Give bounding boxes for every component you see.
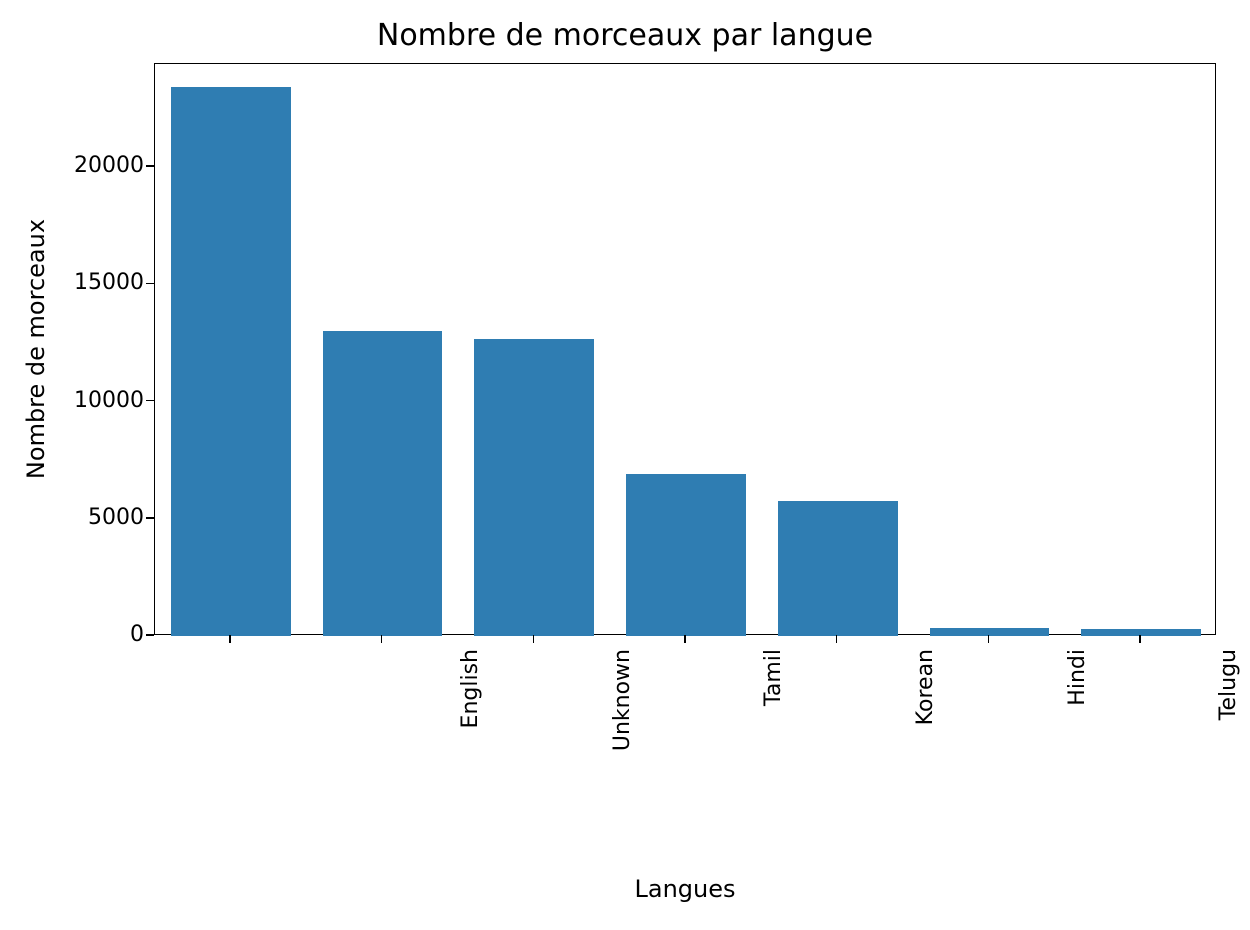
xtick-label: Unknown <box>610 649 635 869</box>
xtick-label: Korean <box>913 649 938 869</box>
x-axis-label: Langues <box>154 875 1216 903</box>
xtick-mark <box>836 635 838 643</box>
ytick-label: 5000 <box>54 505 144 530</box>
ytick-label: 15000 <box>54 270 144 295</box>
xtick-label: Hindi <box>1065 649 1090 869</box>
bars-layer <box>155 64 1217 636</box>
y-axis-label: Nombre de morceaux <box>22 199 50 499</box>
ytick-label: 20000 <box>54 153 144 178</box>
bar <box>778 501 898 636</box>
ytick-mark <box>146 165 154 167</box>
bar <box>171 87 291 636</box>
xtick-mark <box>1139 635 1141 643</box>
bar <box>1081 629 1201 636</box>
chart-container: Nombre de morceaux par langue Nombre de … <box>0 0 1250 930</box>
xtick-label: Telugu <box>1216 649 1241 869</box>
ytick-mark <box>146 283 154 285</box>
xtick-label: Tamil <box>761 649 786 869</box>
xtick-mark <box>229 635 231 643</box>
plot-area <box>154 63 1216 635</box>
ytick-mark <box>146 400 154 402</box>
ytick-label: 0 <box>54 622 144 647</box>
xtick-mark <box>381 635 383 643</box>
ytick-mark <box>146 517 154 519</box>
xtick-mark <box>988 635 990 643</box>
bar <box>323 331 443 636</box>
xtick-label: English <box>458 649 483 869</box>
ytick-mark <box>146 634 154 636</box>
ytick-label: 10000 <box>54 388 144 413</box>
bar <box>930 628 1050 636</box>
bar <box>626 474 746 636</box>
xtick-mark <box>684 635 686 643</box>
xtick-mark <box>533 635 535 643</box>
bar <box>474 339 594 636</box>
chart-title: Nombre de morceaux par langue <box>0 18 1250 53</box>
